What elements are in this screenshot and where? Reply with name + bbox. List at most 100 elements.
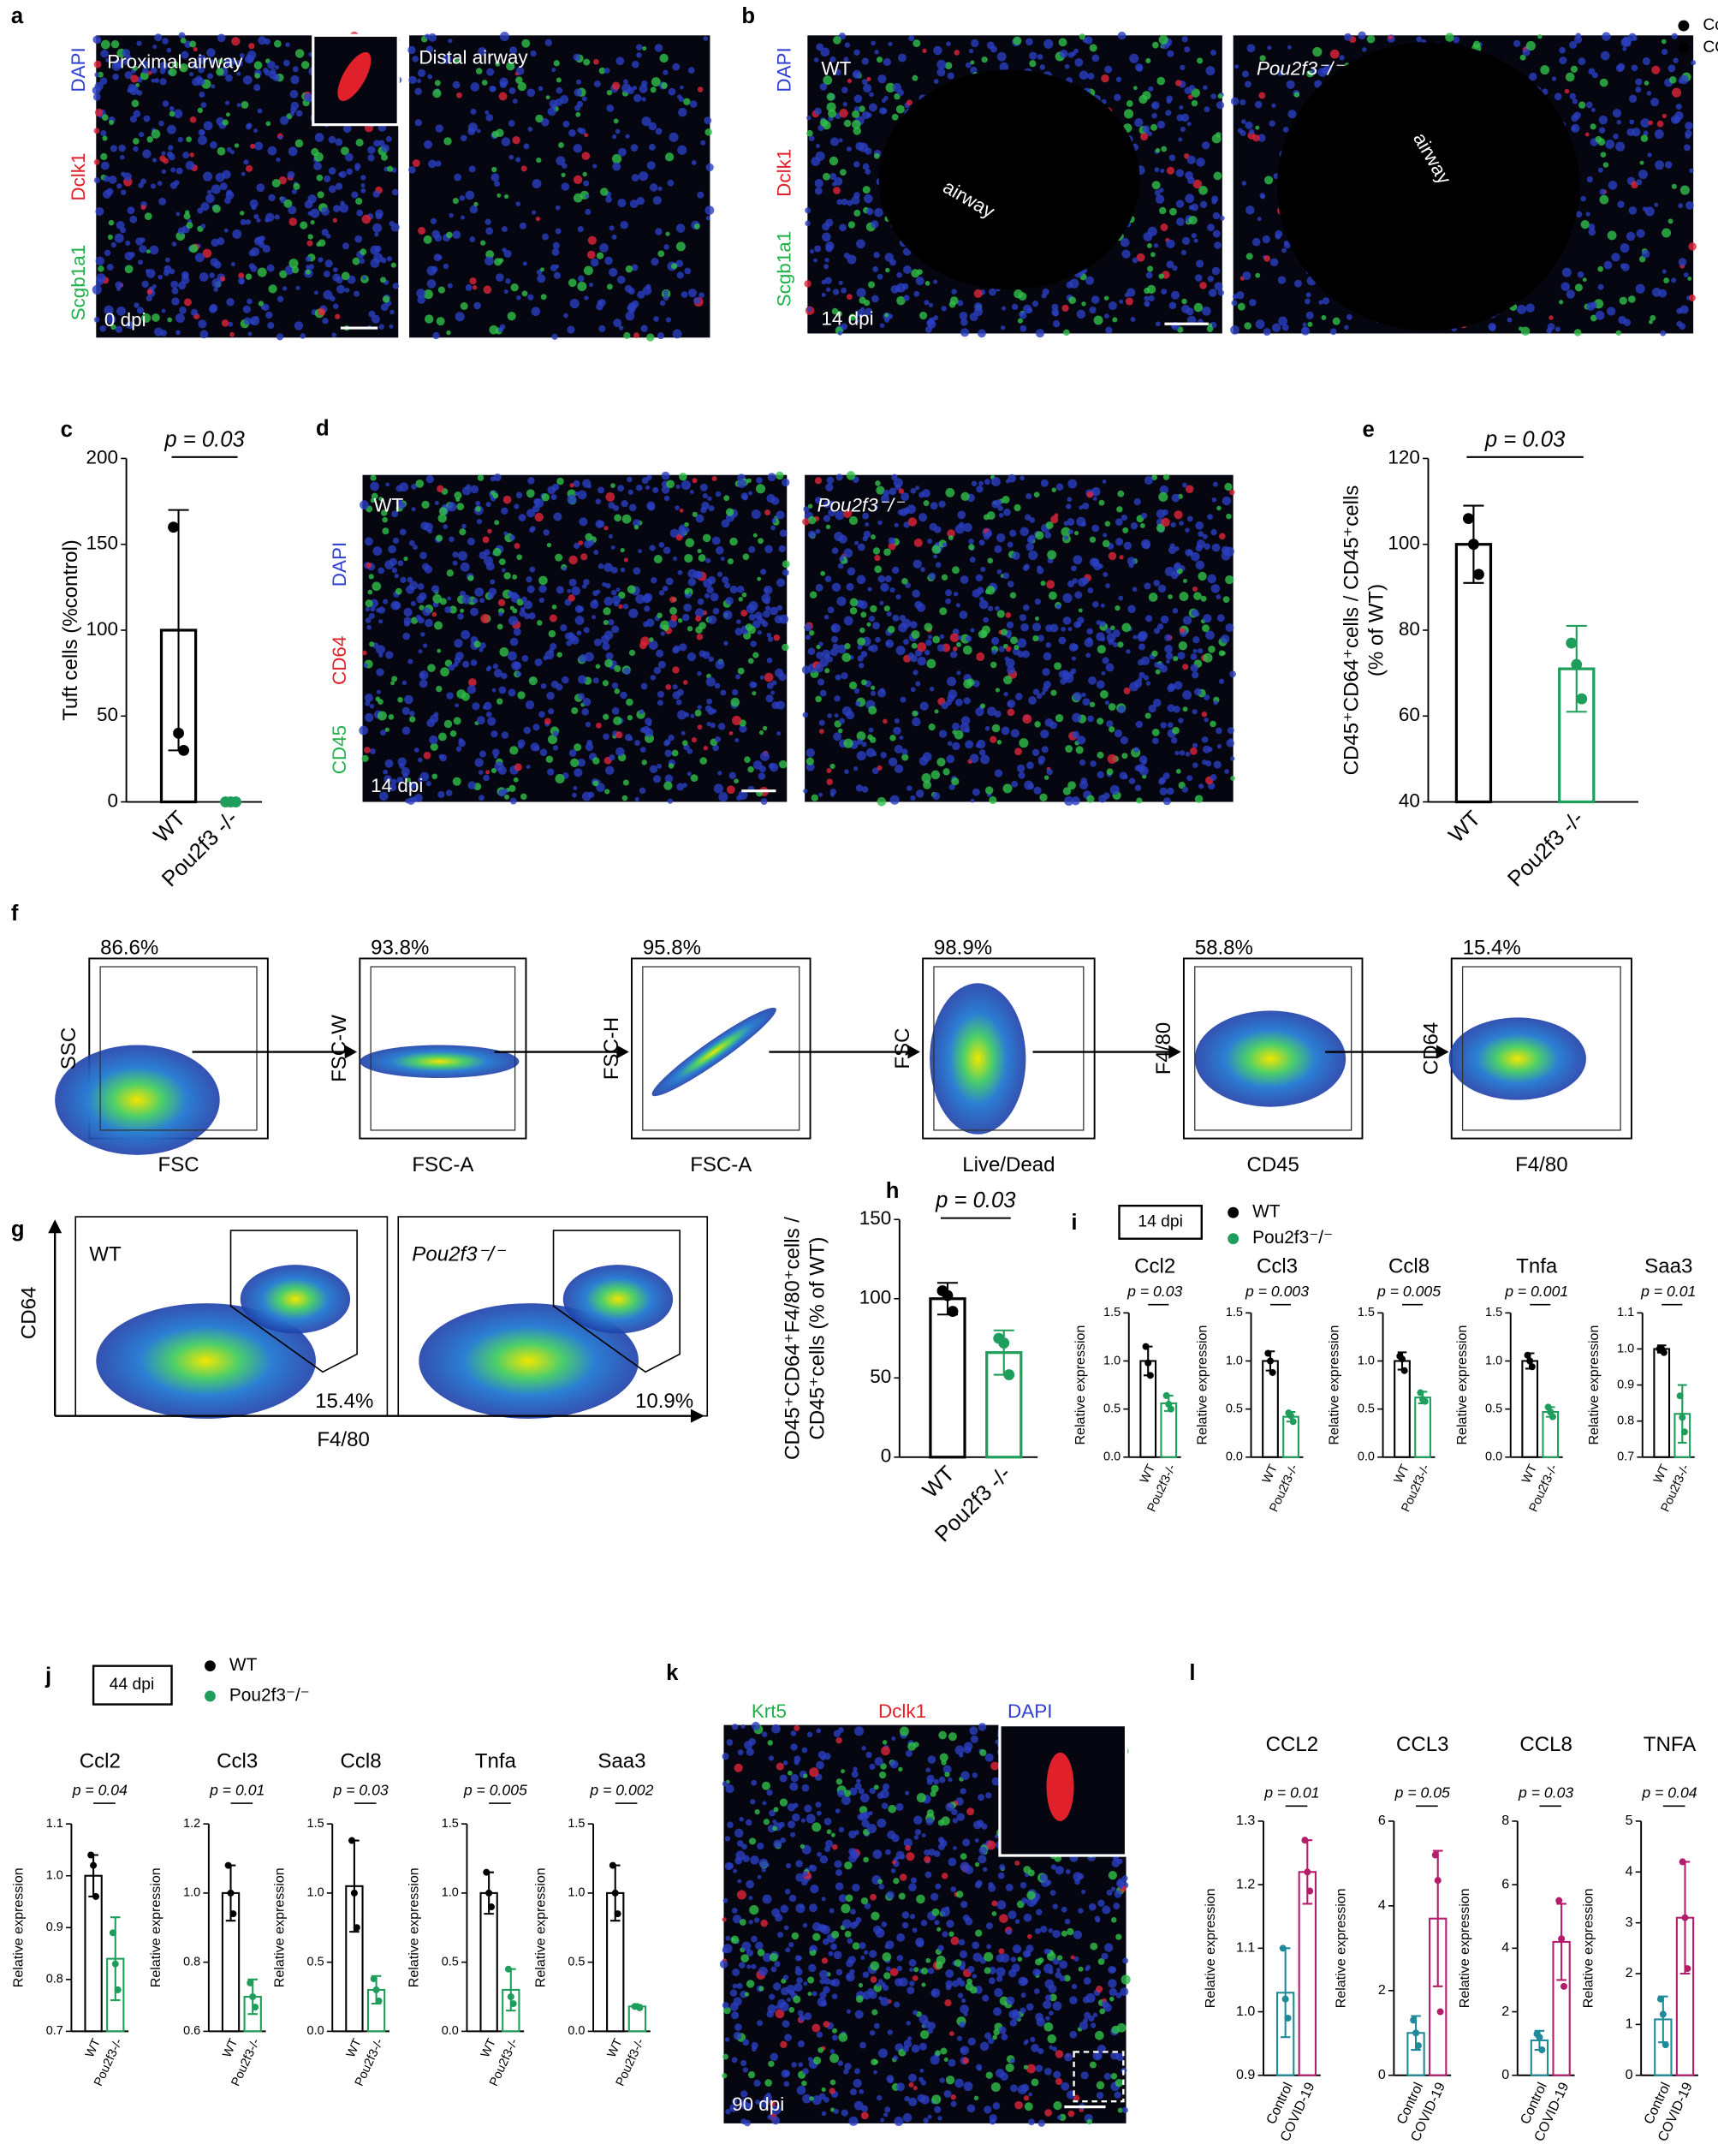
cell xyxy=(984,1951,994,1962)
cell xyxy=(1058,38,1067,47)
cell xyxy=(1151,729,1160,736)
cell xyxy=(972,1952,982,1962)
cell xyxy=(203,121,213,131)
cell xyxy=(871,295,879,303)
cell xyxy=(1257,134,1266,142)
cell xyxy=(142,149,152,158)
cell xyxy=(893,726,901,736)
cell xyxy=(517,739,526,747)
cell xyxy=(1091,295,1100,304)
cell xyxy=(520,165,527,172)
cell xyxy=(528,676,538,686)
cell xyxy=(521,290,528,297)
cell xyxy=(1311,68,1317,74)
cell xyxy=(307,211,312,216)
cell xyxy=(1608,181,1618,190)
cell xyxy=(460,562,470,572)
cell xyxy=(220,276,226,282)
cell xyxy=(773,1807,779,1813)
cell xyxy=(883,57,891,67)
cell xyxy=(493,473,502,482)
cell xyxy=(631,174,639,182)
cell xyxy=(1093,315,1103,325)
cell xyxy=(1109,784,1120,795)
cell xyxy=(886,611,892,617)
cell xyxy=(468,165,476,173)
cell xyxy=(683,98,691,105)
cell xyxy=(1216,505,1222,511)
cell xyxy=(809,2096,814,2101)
cell xyxy=(898,488,905,494)
cell xyxy=(593,58,599,65)
cell xyxy=(1620,38,1631,47)
cell xyxy=(408,166,416,174)
cell xyxy=(1445,33,1454,42)
cell xyxy=(407,45,416,55)
cell xyxy=(467,678,477,687)
cell xyxy=(1660,330,1667,337)
cell xyxy=(747,2071,756,2079)
cell xyxy=(603,607,611,616)
cell xyxy=(783,2081,790,2088)
cell xyxy=(753,2079,761,2088)
cell xyxy=(872,622,880,630)
cell xyxy=(740,492,749,500)
cell xyxy=(460,215,466,220)
cell xyxy=(1088,676,1097,685)
cell xyxy=(917,642,927,652)
cell xyxy=(846,711,855,720)
cell xyxy=(870,605,877,613)
cell xyxy=(837,728,843,734)
cell xyxy=(1570,65,1578,74)
cell xyxy=(1001,628,1008,636)
cell xyxy=(653,775,662,783)
cell xyxy=(1269,258,1279,267)
cell xyxy=(1049,1890,1056,1896)
cell xyxy=(744,2119,751,2127)
cell xyxy=(613,319,622,328)
cell xyxy=(1158,34,1168,45)
cell xyxy=(1067,781,1076,790)
cell xyxy=(449,730,457,737)
cell xyxy=(894,744,903,753)
cell xyxy=(94,108,104,117)
cell xyxy=(558,142,564,148)
cell xyxy=(492,663,499,670)
cell xyxy=(483,285,492,295)
cell xyxy=(1669,76,1677,84)
cell xyxy=(508,688,516,697)
cell xyxy=(568,594,575,602)
cell xyxy=(1083,2017,1089,2023)
cell xyxy=(415,479,425,488)
cell xyxy=(300,61,310,69)
cell xyxy=(282,59,290,67)
cell xyxy=(1144,295,1150,301)
cell xyxy=(673,645,681,652)
cell xyxy=(891,113,899,121)
cell xyxy=(1075,746,1084,754)
cell xyxy=(265,311,273,319)
cell xyxy=(1102,539,1110,548)
cell xyxy=(496,623,503,630)
cell xyxy=(926,658,936,669)
cell xyxy=(452,80,461,89)
cell xyxy=(782,2020,790,2028)
cell xyxy=(266,264,275,272)
cell xyxy=(158,197,167,205)
cell xyxy=(767,1740,773,1746)
cell xyxy=(1174,80,1182,86)
cell xyxy=(1647,152,1652,158)
cell xyxy=(1060,677,1067,685)
cell xyxy=(921,1982,926,1987)
cell xyxy=(1136,65,1143,72)
cell xyxy=(930,1784,939,1793)
cell xyxy=(1065,1869,1071,1874)
cell xyxy=(739,724,747,733)
cell xyxy=(844,1861,853,1870)
cell xyxy=(950,1936,960,1945)
cell xyxy=(490,173,500,182)
cell xyxy=(1580,195,1586,202)
cell xyxy=(970,798,975,803)
cell xyxy=(877,520,883,526)
cell xyxy=(1172,265,1178,271)
